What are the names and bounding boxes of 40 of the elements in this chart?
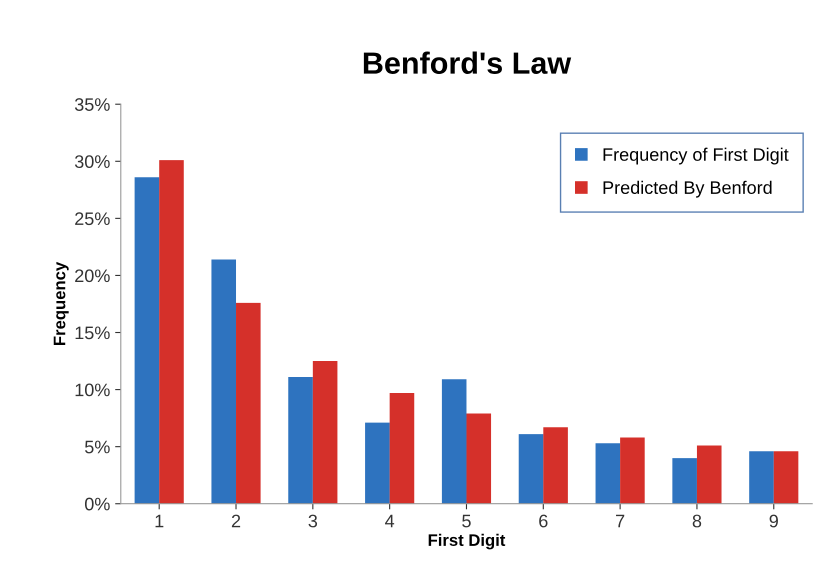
x-tick-label: 8 bbox=[692, 514, 702, 528]
bar bbox=[696, 446, 722, 504]
y-tick-label: 20% bbox=[75, 269, 110, 282]
y-tick-label: 10% bbox=[76, 384, 110, 396]
bar bbox=[774, 451, 798, 504]
chart-title: Benford's Law bbox=[364, 52, 572, 74]
bar bbox=[159, 160, 184, 504]
bar bbox=[134, 177, 160, 504]
bar bbox=[620, 438, 645, 504]
legend-label: Predicted By Benford bbox=[604, 180, 772, 198]
y-axis-title: Frequency bbox=[54, 262, 69, 345]
bar bbox=[390, 393, 414, 504]
bar bbox=[596, 443, 620, 504]
bar bbox=[365, 422, 390, 504]
x-tick-label: 9 bbox=[770, 514, 778, 528]
bar bbox=[749, 451, 774, 504]
x-tick-label: 2 bbox=[232, 514, 240, 528]
bar bbox=[288, 377, 313, 504]
bar bbox=[543, 427, 568, 504]
x-tick-label: 5 bbox=[462, 514, 471, 528]
x-tick-label: 6 bbox=[539, 514, 548, 528]
x-tick-label: 3 bbox=[308, 514, 318, 528]
y-tick-label: 30% bbox=[74, 155, 110, 168]
y-tick-label: 0% bbox=[84, 498, 110, 510]
bar bbox=[442, 379, 466, 504]
bar bbox=[236, 302, 261, 504]
x-tick-label: 4 bbox=[385, 514, 394, 528]
bar bbox=[518, 434, 544, 504]
legend-label: Frequency of First Digit bbox=[604, 148, 789, 164]
y-tick-label: 25% bbox=[75, 212, 110, 226]
bar bbox=[672, 458, 697, 504]
y-tick-label: 5% bbox=[84, 440, 110, 454]
y-tick-label: 15% bbox=[76, 326, 110, 340]
x-tick-label: 1 bbox=[156, 514, 164, 528]
bar bbox=[312, 361, 338, 504]
x-axis-title: First Digit bbox=[428, 534, 506, 550]
bar bbox=[211, 259, 236, 504]
bar bbox=[466, 414, 492, 504]
y-tick-label: 35% bbox=[74, 98, 110, 111]
x-tick-label: 7 bbox=[616, 514, 624, 528]
